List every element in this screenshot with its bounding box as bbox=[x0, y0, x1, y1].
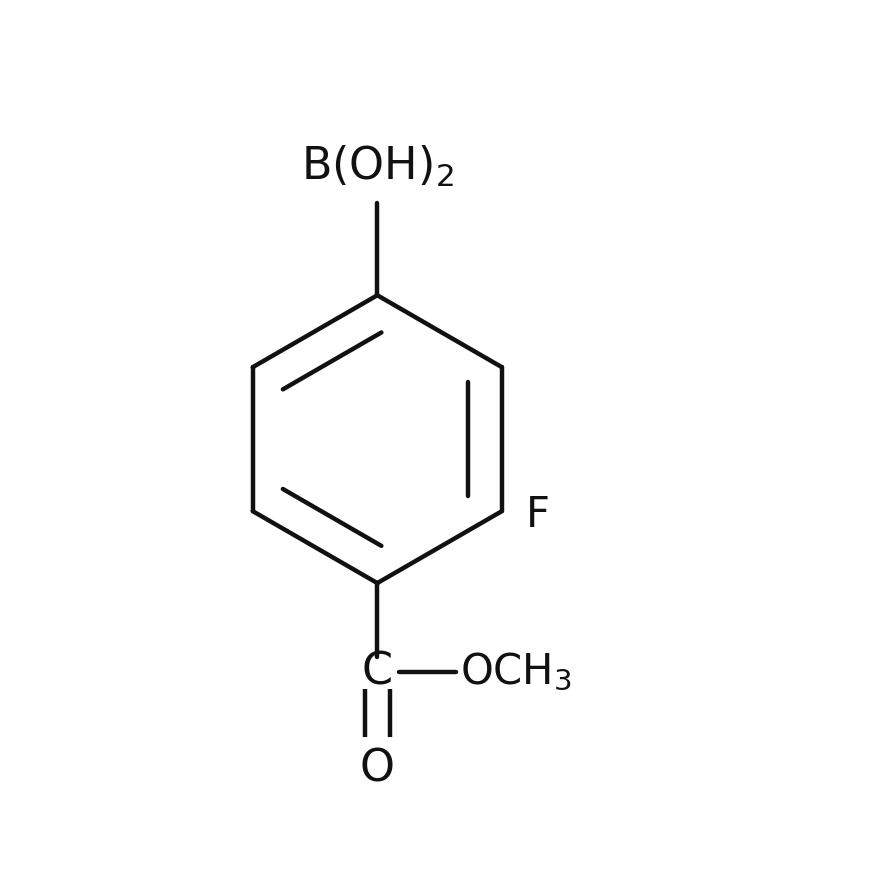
Text: O: O bbox=[360, 748, 395, 790]
Text: OCH$_3$: OCH$_3$ bbox=[459, 651, 571, 693]
Text: F: F bbox=[526, 494, 550, 536]
Text: C: C bbox=[361, 651, 392, 693]
Text: B(OH)$_2$: B(OH)$_2$ bbox=[301, 144, 454, 189]
